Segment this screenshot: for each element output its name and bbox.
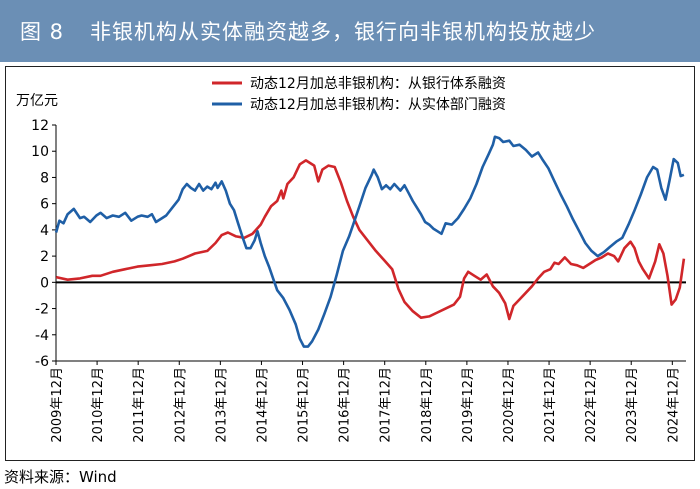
- figure-number: 图 8: [20, 20, 65, 44]
- x-tick-label: 2020年12月: [502, 367, 517, 443]
- chart-frame: -6 -4 -2 0 2 4 6 8 10 12 万亿元 2009年12月 2010年12月 2011年1…: [5, 66, 695, 461]
- y-tick-label: 10: [31, 144, 49, 160]
- y-tick-label: 12: [31, 118, 49, 134]
- line-chart: -6 -4 -2 0 2 4 6 8 10 12 万亿元 2009年12月 2010年12月 2011年1…: [16, 76, 686, 443]
- y-tick-label: 0: [40, 275, 49, 291]
- y-tick-label: 4: [40, 223, 49, 239]
- x-tick-label: 2016年12月: [338, 367, 353, 443]
- x-tick-label: 2019年12月: [461, 367, 476, 443]
- figure-title: 非银机构从实体融资越多，银行向非银机构投放越少: [90, 20, 597, 44]
- legend-label-1: 动态12月加总非银机构：从银行体系融资: [250, 76, 506, 92]
- series-line-1: [55, 159, 686, 321]
- series-line-2: [54, 135, 685, 348]
- x-tick-label: 2024年12月: [666, 367, 681, 443]
- x-tick-label: 2023年12月: [625, 367, 640, 443]
- x-tick-label: 2010年12月: [91, 367, 106, 443]
- x-tick-label: 2012年12月: [173, 367, 188, 443]
- source-note: 资料来源：Wind: [4, 468, 117, 486]
- x-tick-label: 2018年12月: [420, 367, 435, 443]
- figure-title-bar: 图 8 非银机构从实体融资越多，银行向非银机构投放越少: [0, 0, 700, 62]
- x-tick-label: 2013年12月: [214, 367, 229, 443]
- x-tick-label: 2009年12月: [50, 367, 65, 443]
- y-tick-label: -6: [35, 354, 49, 370]
- x-tick-label: 2017年12月: [379, 367, 394, 443]
- y-tick-label: 8: [40, 170, 49, 186]
- y-tick-label: -4: [35, 328, 49, 344]
- y-tick-label: 6: [40, 197, 49, 213]
- legend-label-2: 动态12月加总非银机构：从实体部门融资: [250, 97, 506, 113]
- y-axis-label: 万亿元: [16, 93, 58, 109]
- x-tick-label: 2015年12月: [297, 367, 312, 443]
- x-tick-label: 2021年12月: [543, 367, 558, 443]
- x-tick-label: 2011年12月: [132, 367, 147, 443]
- y-tick-label: -2: [35, 302, 49, 318]
- x-tick-label: 2022年12月: [584, 367, 599, 443]
- y-tick-label: 2: [40, 249, 49, 265]
- x-tick-label: 2014年12月: [255, 367, 270, 443]
